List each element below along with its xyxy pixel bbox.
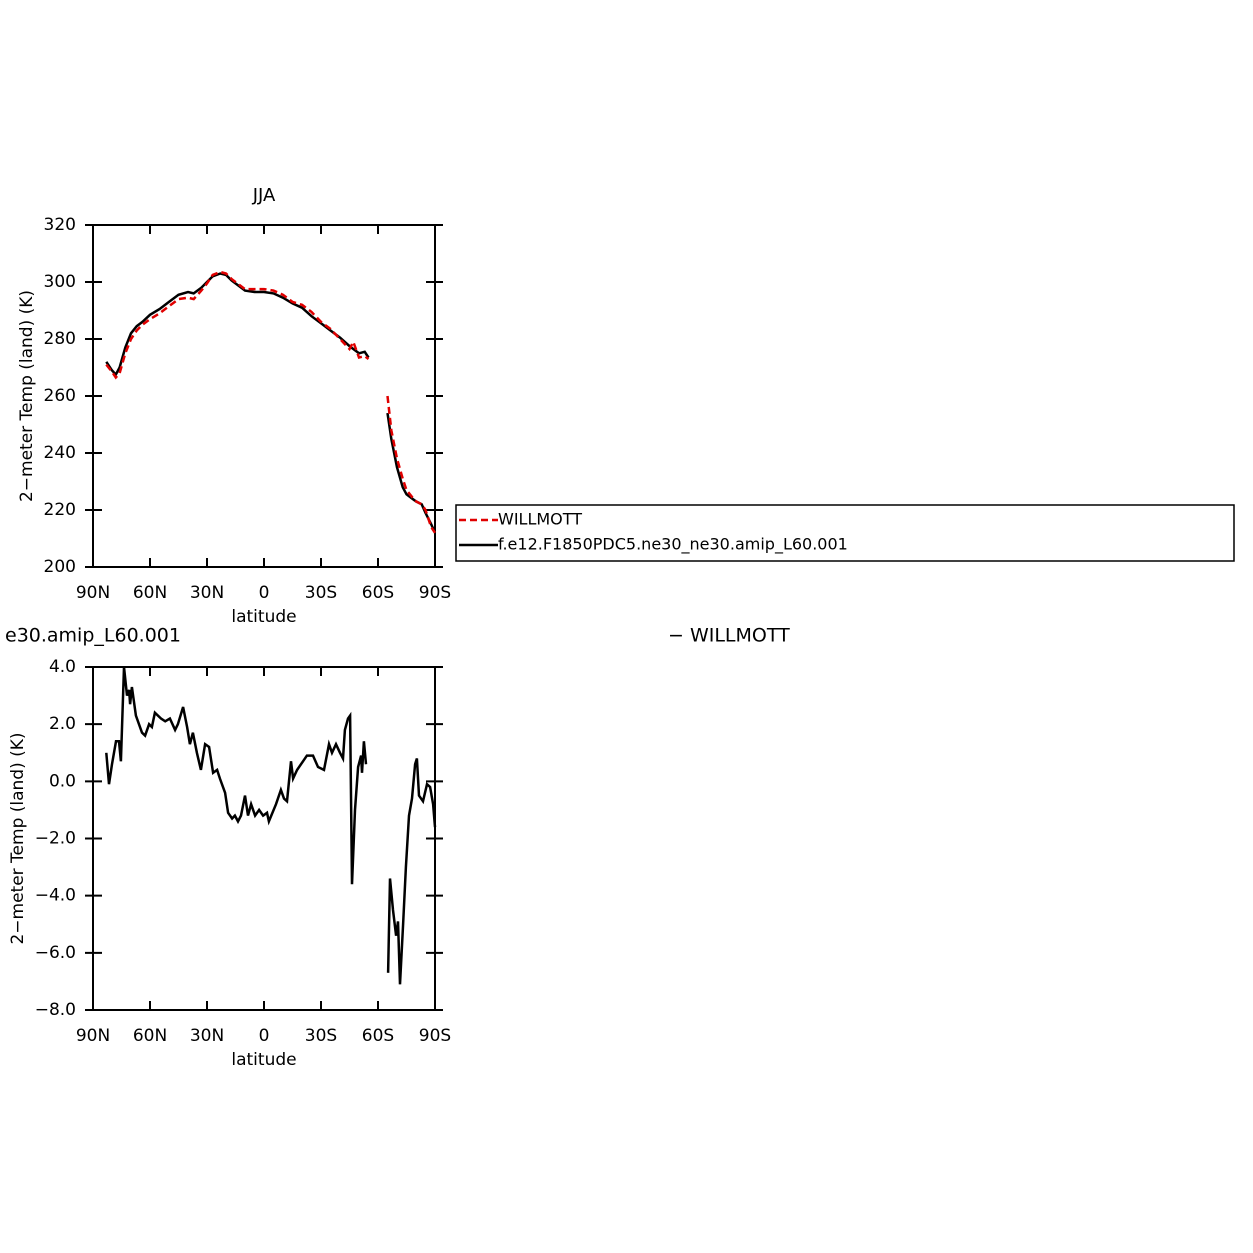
y-tick-label: 260 [44,386,76,406]
y-tick-label: 220 [44,500,76,520]
left-title: e30.amip_L60.001 [5,625,181,647]
x-axis-label: latitude [231,1050,296,1070]
legend-box [455,504,1235,562]
series-line [105,270,437,534]
x-tick-label: 0 [259,1026,270,1046]
x-tick-label: 90S [419,1026,451,1046]
y-tick-label: 0.0 [49,771,76,791]
y-tick-label: −8.0 [35,1000,76,1020]
x-tick-label: 30S [305,1026,337,1046]
y-axis-label: 2−meter Temp (land) (K) [17,290,37,502]
y-tick-label: 240 [44,443,76,463]
x-tick-label: 60N [133,1026,167,1046]
x-tick-label: 60S [362,1026,394,1046]
x-tick-label: 90N [76,583,110,603]
y-axis-label: 2−meter Temp (land) (K) [8,732,28,944]
legend-label: f.e12.F1850PDC5.ne30_ne30.amip_L60.001 [498,535,848,555]
x-tick-label: 30S [305,583,337,603]
y-tick-label: 200 [44,557,76,577]
y-tick-label: 2.0 [49,714,76,734]
x-tick-label: 90S [419,583,451,603]
chart-title: JJA [252,185,276,206]
y-tick-label: −2.0 [35,829,76,849]
y-tick-label: 280 [44,329,76,349]
y-tick-label: −4.0 [35,886,76,906]
legend-label: WILLMOTT [498,510,582,529]
y-tick-label: −6.0 [35,943,76,963]
x-tick-label: 60S [362,583,394,603]
x-tick-label: 0 [259,583,270,603]
plot-frame [92,666,436,1011]
series-line [105,272,437,534]
x-tick-label: 30N [190,583,224,603]
x-axis-label: latitude [231,607,296,627]
x-tick-label: 90N [76,1026,110,1046]
y-tick-label: 4.0 [49,657,76,677]
series-line [105,666,437,985]
y-tick-label: 300 [44,272,76,292]
y-tick-label: 320 [44,215,76,235]
x-tick-label: 30N [190,1026,224,1046]
plot-frame [92,224,436,568]
x-tick-label: 60N [133,583,167,603]
right-title: − WILLMOTT [668,625,790,647]
